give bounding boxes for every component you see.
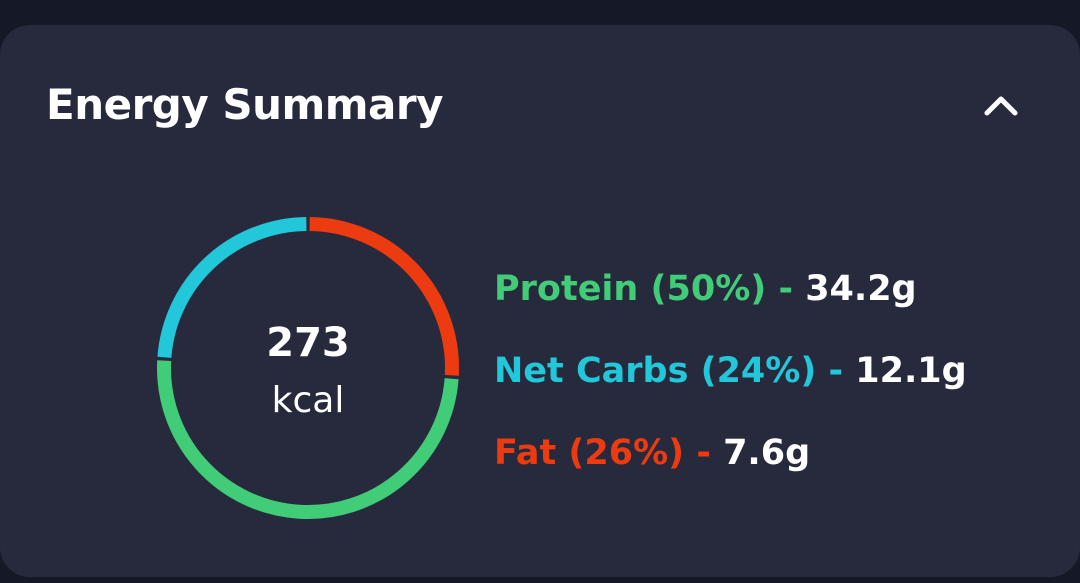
card-title: Energy Summary [46, 80, 443, 129]
legend-fat-separator: - [696, 433, 711, 473]
legend-protein: Protein (50%) - 34.2g [494, 262, 967, 316]
calorie-value: 273 [266, 320, 350, 366]
legend-net-carbs-label: Net Carbs (24%) [494, 351, 817, 391]
legend-protein-label: Protein (50%) [494, 269, 767, 309]
legend-fat-label: Fat (26%) [494, 433, 685, 473]
donut-segment-protein [157, 360, 459, 519]
collapse-button[interactable] [966, 78, 1036, 132]
macro-donut-chart [157, 217, 459, 519]
calorie-unit: kcal [271, 380, 345, 421]
macro-legend: Protein (50%) - 34.2g Net Carbs (24%) - … [494, 262, 967, 508]
donut-segment-fat [309, 217, 459, 376]
legend-net-carbs-separator: - [828, 351, 844, 391]
legend-fat: Fat (26%) - 7.6g [494, 426, 967, 480]
chevron-up-icon [984, 96, 1018, 116]
legend-net-carbs-value: 12.1g [855, 351, 967, 391]
legend-protein-value: 34.2g [805, 269, 917, 309]
legend-net-carbs: Net Carbs (24%) - 12.1g [494, 344, 967, 398]
legend-fat-value: 7.6g [723, 433, 811, 473]
donut-segment-net-carbs [157, 217, 307, 358]
legend-protein-separator: - [778, 269, 794, 309]
